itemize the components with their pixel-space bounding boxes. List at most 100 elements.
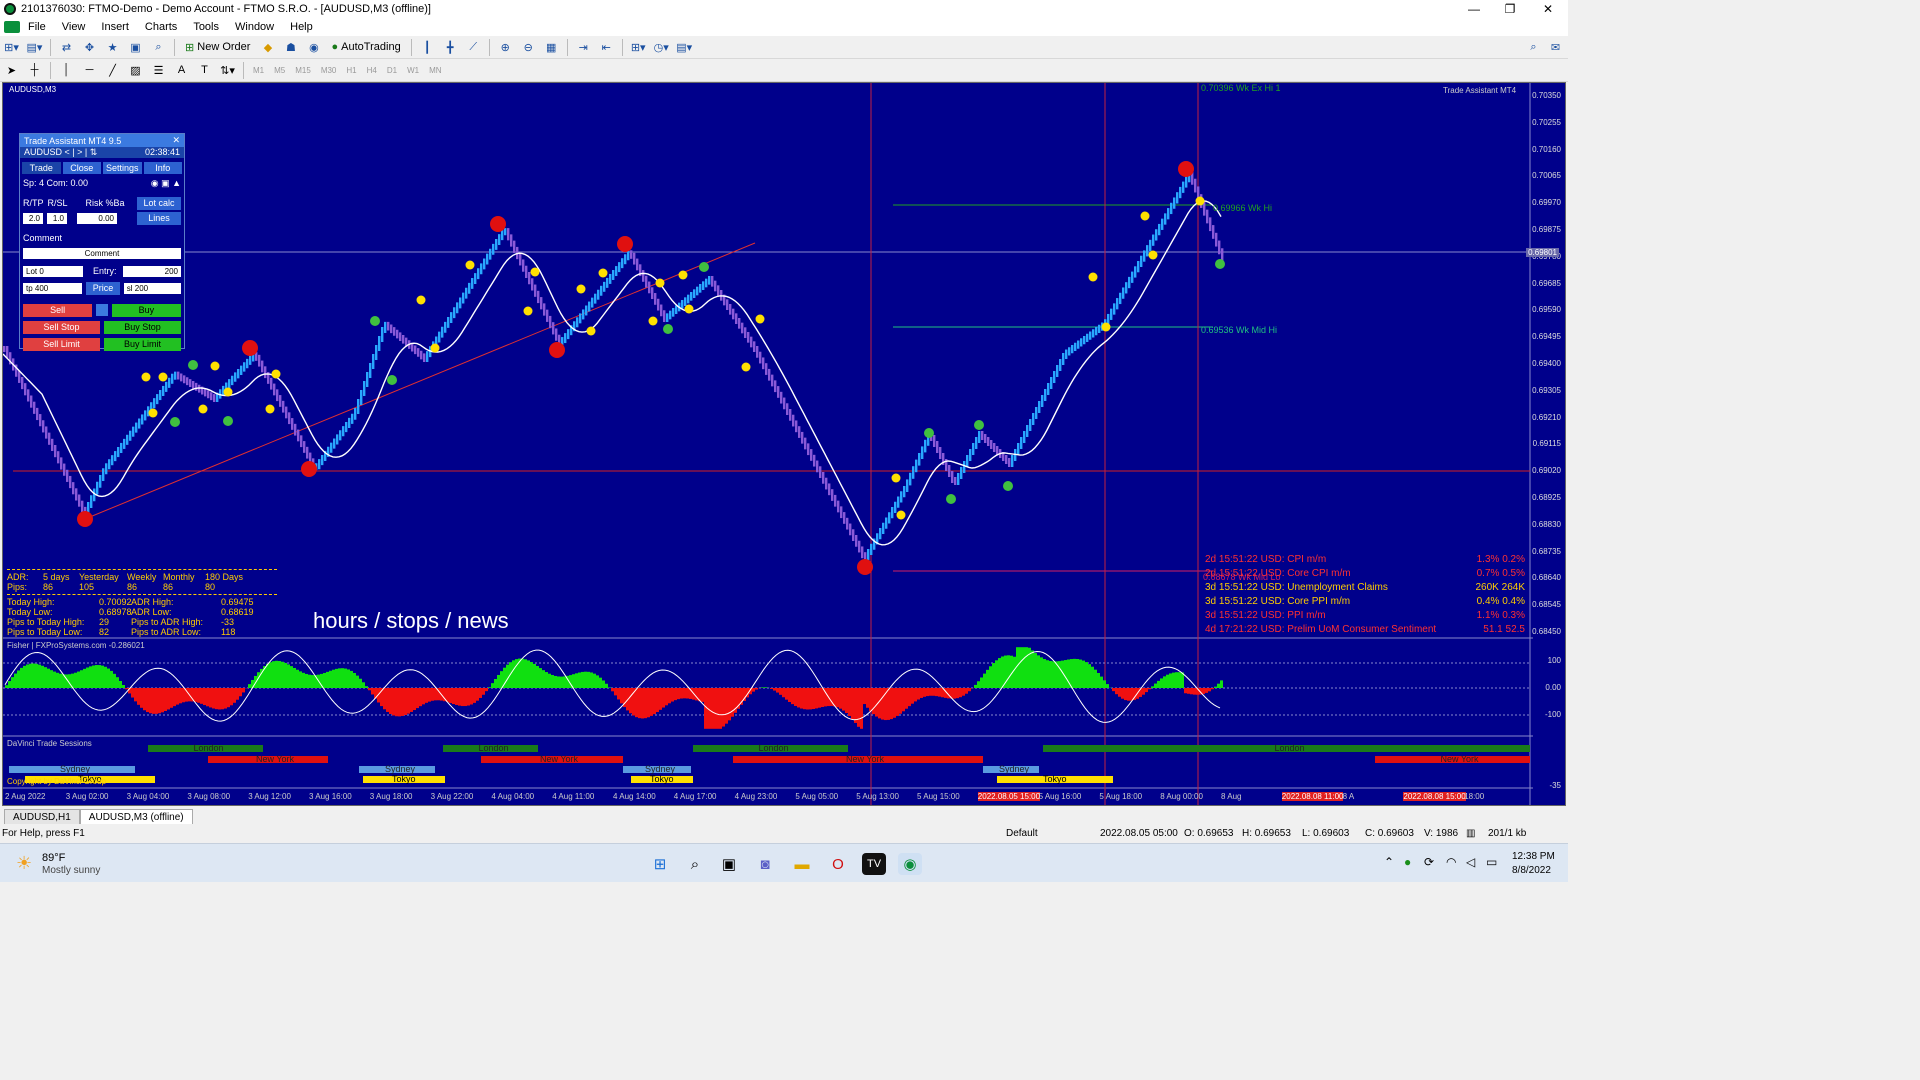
tray-app-icon[interactable]: ● [1404,855,1412,869]
battery-icon[interactable]: ▭ [1486,855,1498,869]
data-window-icon[interactable]: ✥ [84,41,95,54]
chart-window[interactable]: AUDUSD,M3 Trade Assistant MT4 0.69966 Wk… [2,82,1566,806]
wifi-icon[interactable]: ◠ [1446,855,1457,869]
ta-nav[interactable]: < | > | ⇅ [64,147,98,157]
ta-sell-button[interactable]: Sell [23,303,93,317]
tf-h4[interactable]: H4 [366,65,377,75]
ta-entry-input[interactable]: 200 [123,265,181,277]
templates-icon[interactable]: ▤▾ [676,41,693,54]
ta-close-icon[interactable]: ✕ [172,135,180,145]
minimize-button[interactable]: — [1468,2,1480,16]
market-icon[interactable]: ◉ [309,41,319,54]
metaeditor-icon[interactable]: ◆ [263,41,273,54]
tf-w1[interactable]: W1 [407,65,420,75]
ta-tab-settings[interactable]: Settings [103,162,142,174]
ta-tab-trade[interactable]: Trade [22,162,61,174]
chart-tab-audusd-h1[interactable]: AUDUSD,H1 [4,809,80,824]
vertical-line-icon[interactable]: │ [63,64,70,76]
periods-icon[interactable]: ◷▾ [653,41,669,54]
auto-scroll-icon[interactable]: ⇥ [578,41,588,54]
crosshair-icon[interactable]: ┼ [30,64,39,76]
weather-text[interactable]: Mostly sunny [42,865,101,876]
tf-mn[interactable]: MN [429,65,442,75]
clock-time[interactable]: 12:38 PM [1512,851,1555,862]
ta-comment-input[interactable]: Comment [23,247,181,259]
menu-window[interactable]: Window [235,21,275,33]
chat-icon[interactable]: ◙ [760,855,770,873]
restore-button[interactable]: ❐ [1504,2,1516,16]
tf-m5[interactable]: M5 [274,65,286,75]
ta-lot-calc-button[interactable]: Lot calc [137,196,181,210]
navigator-icon[interactable]: ★ [107,41,118,54]
sync-icon[interactable]: ⟳ [1424,855,1435,869]
text-icon[interactable]: A [177,64,186,76]
new-chart-icon[interactable]: ⊞▾ [4,41,19,54]
search-icon[interactable]: ⌕ [690,855,700,873]
menu-tools[interactable]: Tools [193,21,219,33]
chart-tab-audusd-m3[interactable]: AUDUSD,M3 (offline) [79,809,193,824]
weather-temp[interactable]: 89°F [42,852,66,864]
search-icon[interactable]: ⌕ [1530,40,1537,53]
ta-sell-stop-button[interactable]: Sell Stop [23,320,100,334]
tf-m1[interactable]: M1 [253,65,265,75]
ta-price-button[interactable]: Price [86,281,120,295]
fisher-bar [50,670,53,688]
metatrader-icon[interactable]: ◉ [898,853,922,875]
ta-risk-input[interactable]: 0.00 [77,212,117,224]
horizontal-line-icon[interactable]: ─ [85,64,94,76]
menu-view[interactable]: View [61,21,86,33]
ta-eye-icon[interactable]: ◉ ▣ ▲ [150,177,181,188]
sessions-axis: -35 [1549,781,1561,790]
menu-help[interactable]: Help [290,21,313,33]
signals-icon[interactable]: ☗ [286,41,296,54]
menu-insert[interactable]: Insert [101,21,129,33]
chart-shift-icon[interactable]: ⇤ [601,41,611,54]
ta-buy-limit-button[interactable]: Buy Limit [104,337,181,351]
ta-rtp-input[interactable]: 2.0 [23,212,43,224]
strategy-tester-icon[interactable]: ⌕ [155,40,162,53]
arrows-icon[interactable]: ⇅▾ [220,64,235,77]
weather-icon[interactable]: ☀ [16,853,33,873]
profiles-icon[interactable]: ▤▾ [26,41,43,54]
tf-d1[interactable]: D1 [386,65,398,75]
close-button[interactable]: ✕ [1542,2,1554,16]
ta-color-swatch[interactable] [96,304,108,316]
tradingview-icon[interactable]: TV [862,853,886,875]
new-order-button[interactable]: ⊞ New Order [185,41,251,54]
market-watch-icon[interactable]: ⇄ [61,41,72,54]
fibonacci-icon[interactable]: ☰ [153,64,164,77]
bar-chart-icon[interactable]: ┃ [423,41,431,54]
start-icon[interactable]: ⊞ [653,856,667,873]
terminal-icon[interactable]: ▣ [130,41,141,54]
ta-lines-button[interactable]: Lines [137,211,181,225]
tile-windows-icon[interactable]: ▦ [546,41,557,54]
line-chart-icon[interactable]: ⟋ [469,40,478,53]
ta-rsl-input[interactable]: 1.0 [47,212,67,224]
indicators-icon[interactable]: ⊞▾ [630,41,646,54]
tf-m15[interactable]: M15 [295,65,311,75]
file-explorer-icon[interactable]: ▬ [794,855,810,873]
tray-overflow-icon[interactable]: ⌃ [1384,855,1395,869]
trendline-icon[interactable]: ╱ [109,64,116,77]
ta-sell-limit-button[interactable]: Sell Limit [23,337,100,351]
label-icon[interactable]: T [201,64,208,76]
menu-charts[interactable]: Charts [144,21,178,33]
zoom-out-icon[interactable]: ⊖ [523,41,533,54]
menu-file[interactable]: File [28,21,46,33]
channel-icon[interactable]: ▨ [130,64,141,77]
tf-h1[interactable]: H1 [346,65,357,75]
tf-m30[interactable]: M30 [320,65,337,75]
volume-icon[interactable]: ◁ [1466,855,1476,869]
zoom-in-icon[interactable]: ⊕ [500,41,510,54]
candlestick-icon[interactable]: ╋ [446,41,454,54]
ta-tab-info[interactable]: Info [143,162,182,174]
autotrading-button[interactable]: ● AutoTrading [331,41,401,53]
opera-icon[interactable]: O [832,855,844,873]
clock-date[interactable]: 8/8/2022 [1512,865,1551,876]
ta-buy-button[interactable]: Buy [111,303,181,317]
cursor-icon[interactable]: ➤ [6,64,17,77]
ta-buy-stop-button[interactable]: Buy Stop [104,320,181,334]
task-view-icon[interactable]: ▣ [721,856,737,873]
ta-tab-close[interactable]: Close [62,162,101,174]
chat-icon[interactable]: ✉ [1550,41,1561,54]
